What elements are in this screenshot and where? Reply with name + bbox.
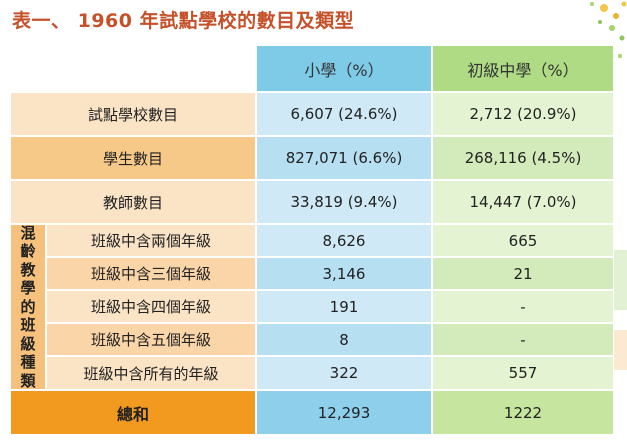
group-label-char: 班 bbox=[20, 316, 36, 335]
cell-two-grades-junior: 665 bbox=[431, 223, 613, 256]
deco-dot bbox=[613, 13, 619, 19]
cell-all-grades-primary: 322 bbox=[255, 355, 431, 389]
cell-teachers-junior: 14,447 (7.0%) bbox=[431, 179, 613, 223]
cell-schools-primary: 6,607 (24.6%) bbox=[255, 91, 431, 135]
cell-all-grades-junior: 557 bbox=[431, 355, 613, 389]
cell-four-grades-junior: - bbox=[431, 289, 613, 322]
cell-four-grades-primary: 191 bbox=[255, 289, 431, 322]
deco-dot bbox=[609, 25, 615, 31]
deco-dot bbox=[621, 1, 627, 7]
cell-total-junior: 1222 bbox=[431, 389, 613, 434]
group-label-char: 級 bbox=[20, 334, 36, 353]
row-label-four-grades: 班級中含四個年級 bbox=[45, 289, 255, 322]
deco-dot bbox=[590, 2, 594, 6]
header-blank bbox=[11, 46, 255, 91]
group-label-char: 種 bbox=[20, 353, 36, 372]
cell-three-grades-primary: 3,146 bbox=[255, 256, 431, 289]
table-title: 表一、 1960 年試點學校的數目及類型 bbox=[12, 10, 355, 32]
school-table: 小學（%） 初級中學（%） 試點學校數目 6,607 (24.6%) 2,712… bbox=[11, 46, 613, 434]
deco-bar bbox=[614, 330, 627, 370]
group-label-char: 的 bbox=[20, 297, 36, 316]
cell-five-grades-junior: - bbox=[431, 322, 613, 355]
cell-two-grades-primary: 8,626 bbox=[255, 223, 431, 256]
deco-bar bbox=[614, 250, 627, 310]
deco-dot bbox=[618, 54, 622, 58]
header-primary: 小學（%） bbox=[255, 46, 431, 91]
row-label-total: 總和 bbox=[11, 389, 255, 434]
cell-total-primary: 12,293 bbox=[255, 389, 431, 434]
group-label-mixed-age: 混 齡 教 學 的 班 級 種 類 bbox=[11, 223, 45, 390]
row-label-three-grades: 班級中含三個年級 bbox=[45, 256, 255, 289]
group-label-char: 混 bbox=[20, 223, 36, 242]
group-label-char: 類 bbox=[20, 371, 36, 390]
cell-five-grades-primary: 8 bbox=[255, 322, 431, 355]
cell-students-junior: 268,116 (4.5%) bbox=[431, 135, 613, 179]
deco-dot bbox=[600, 4, 608, 12]
group-label-char: 學 bbox=[20, 279, 36, 298]
row-label-schools: 試點學校數目 bbox=[11, 91, 255, 135]
cell-teachers-primary: 33,819 (9.4%) bbox=[255, 179, 431, 223]
cell-schools-junior: 2,712 (20.9%) bbox=[431, 91, 613, 135]
group-label-char: 教 bbox=[20, 260, 36, 279]
deco-dot bbox=[619, 35, 625, 41]
cell-three-grades-junior: 21 bbox=[431, 256, 613, 289]
cell-students-primary: 827,071 (6.6%) bbox=[255, 135, 431, 179]
row-label-teachers: 教師數目 bbox=[11, 179, 255, 223]
row-label-two-grades: 班級中含兩個年級 bbox=[45, 223, 255, 256]
row-label-students: 學生數目 bbox=[11, 135, 255, 179]
row-label-five-grades: 班級中含五個年級 bbox=[45, 322, 255, 355]
header-junior: 初級中學（%） bbox=[431, 46, 613, 91]
deco-dot bbox=[598, 20, 602, 24]
group-label-char: 齡 bbox=[20, 242, 36, 261]
row-label-all-grades: 班級中含所有的年級 bbox=[45, 355, 255, 389]
